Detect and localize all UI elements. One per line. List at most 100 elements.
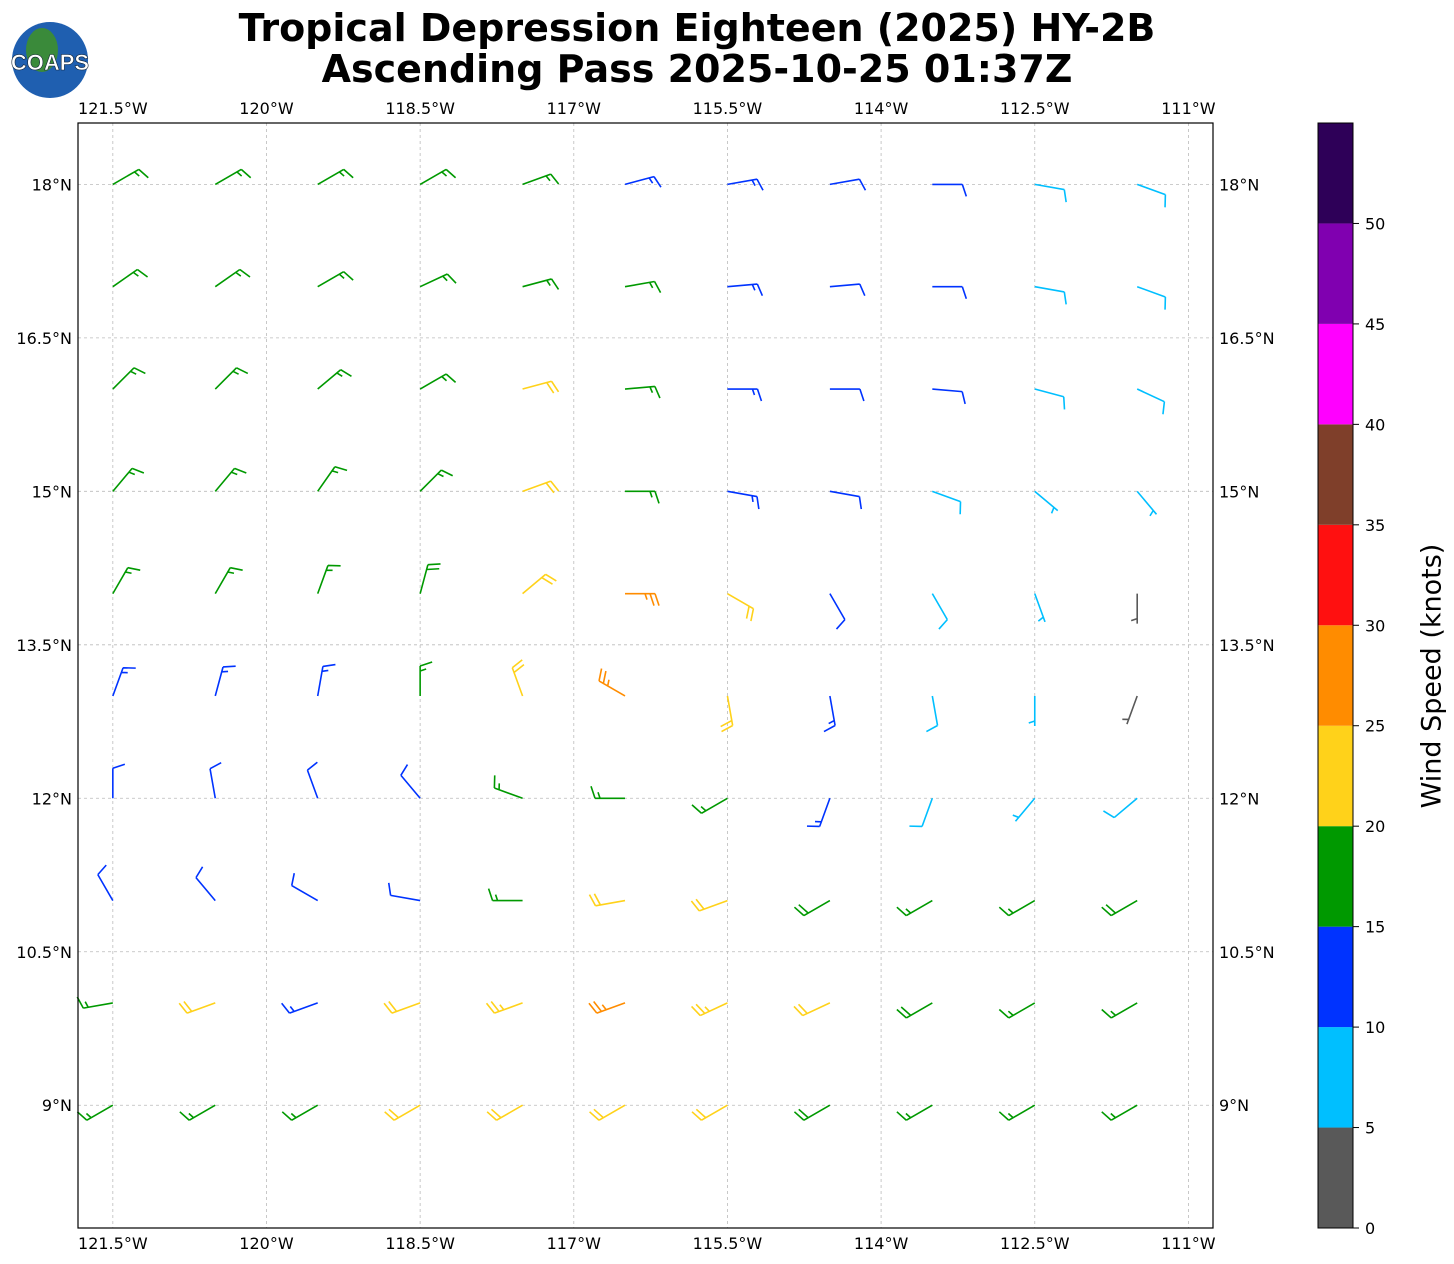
colorbar-bin — [1318, 123, 1353, 224]
wind-barb — [1034, 388, 1066, 410]
map-frame — [77, 122, 1214, 1229]
colorbar-tick-label: 25 — [1365, 717, 1385, 736]
x-tick-label: 114°W — [854, 99, 909, 118]
wind-barb — [727, 388, 763, 402]
colorbar-tick-label: 10 — [1365, 1018, 1385, 1037]
y-tick-label: 9°N — [42, 1096, 72, 1115]
wind-barb — [419, 661, 433, 696]
y-tick-label: 10.5°N — [1219, 943, 1275, 962]
wind-barb — [214, 367, 249, 390]
title: Tropical Depression Eighteen (2025) HY-2… — [239, 6, 1156, 50]
wind-barb — [76, 996, 113, 1009]
wind-barb — [829, 283, 866, 297]
wind-barb — [625, 592, 660, 606]
y-tick-label: 13.5°N — [16, 636, 72, 655]
colorbar: 0 5 10 15 20 25 30 35 40 45 50 — [1317, 122, 1385, 1238]
wind-barb — [998, 899, 1036, 917]
logo: COAPS — [11, 22, 89, 98]
wind-barb — [931, 593, 949, 630]
wind-barb — [806, 798, 831, 828]
wind-barb — [112, 168, 149, 186]
wind-barb — [214, 566, 243, 595]
wind-barb — [316, 663, 336, 697]
wind-barb — [419, 563, 441, 594]
wind-barb — [793, 899, 831, 917]
colorbar-tick-label: 5 — [1365, 1119, 1375, 1138]
wind-barb — [290, 873, 319, 902]
wind-barb — [691, 797, 728, 814]
wind-barb — [485, 1001, 523, 1014]
wind-barb — [522, 278, 560, 290]
colorbar-bin — [1318, 1127, 1353, 1228]
wind-barb — [598, 668, 626, 697]
wind-barb — [419, 273, 457, 288]
wind-barb — [624, 385, 661, 399]
y-tick-label: 13.5°N — [1219, 636, 1275, 655]
wind-barb — [691, 1104, 728, 1121]
wind-barb — [932, 183, 968, 197]
wind-barb — [932, 285, 968, 299]
wind-barb — [493, 775, 523, 800]
x-tick-label: 118.5°W — [385, 1234, 455, 1253]
wind-barb — [487, 888, 523, 902]
x-tick-label: 117°W — [547, 99, 602, 118]
wind-barb — [727, 283, 764, 297]
wind-barb — [1136, 388, 1166, 415]
y-tick-label: 16.5°N — [16, 329, 72, 348]
wind-barb — [926, 695, 939, 733]
x-tick-label: 111°W — [1161, 99, 1216, 118]
wind-barb — [932, 388, 966, 405]
wind-barb — [624, 175, 662, 188]
wind-barb — [823, 695, 836, 733]
colorbar-bin — [1318, 926, 1353, 1028]
colorbar-tick-label: 45 — [1365, 315, 1385, 334]
wind-barb — [896, 1104, 933, 1121]
wind-barb — [306, 761, 319, 799]
wind-barb — [281, 1002, 318, 1014]
colorbar-bin — [1318, 424, 1353, 525]
y-tick-label: 15°N — [1219, 482, 1259, 501]
wind-barb — [214, 168, 252, 186]
wind-barb — [383, 1001, 421, 1014]
wind-barb — [932, 490, 962, 515]
wind-barb — [281, 1104, 319, 1121]
wind-barb — [727, 490, 760, 510]
wind-barb — [1101, 1002, 1138, 1019]
wind-barb — [384, 1104, 421, 1121]
wind-barb — [214, 467, 247, 492]
wind-barb — [1136, 490, 1158, 517]
colorbar-bin — [1318, 725, 1353, 827]
wind-barb — [112, 268, 149, 288]
wind-barb — [690, 1002, 728, 1017]
wind-barb — [522, 173, 560, 186]
wind-barb — [829, 490, 863, 510]
colorbar-bin — [1318, 223, 1353, 324]
x-tick-label: 115.5°W — [693, 99, 763, 118]
wind-barb — [829, 388, 865, 402]
wind-barb — [829, 593, 846, 630]
colorbar-frame — [1317, 122, 1354, 1229]
wind-barb — [909, 798, 934, 828]
wind-barb — [1101, 899, 1138, 917]
y-tick-label: 10.5°N — [16, 943, 72, 962]
x-tick-label: 120°W — [239, 1234, 294, 1253]
subtitle: Ascending Pass 2025-10-25 01:37Z — [322, 47, 1073, 91]
wind-barb — [214, 665, 236, 697]
wind-barb — [793, 1104, 831, 1121]
wind-barb — [625, 490, 660, 504]
x-tick-label: 118.5°W — [385, 99, 455, 118]
x-tick-label: 112.5°W — [1000, 1234, 1070, 1253]
wind-barb — [97, 864, 114, 901]
wind-barb — [727, 178, 764, 191]
wind-barb — [998, 1002, 1036, 1019]
wind-barb — [590, 786, 626, 800]
wind-barb — [690, 898, 728, 912]
wind-barb — [1101, 1104, 1138, 1121]
wind-barb — [486, 1104, 523, 1121]
colorbar-bin — [1318, 323, 1353, 425]
wind-barb — [178, 1001, 216, 1014]
colorbar-tick-label: 40 — [1365, 415, 1385, 434]
x-tick-label: 111°W — [1161, 1234, 1216, 1253]
wind-barb — [829, 178, 867, 191]
wind-barb — [112, 367, 146, 390]
